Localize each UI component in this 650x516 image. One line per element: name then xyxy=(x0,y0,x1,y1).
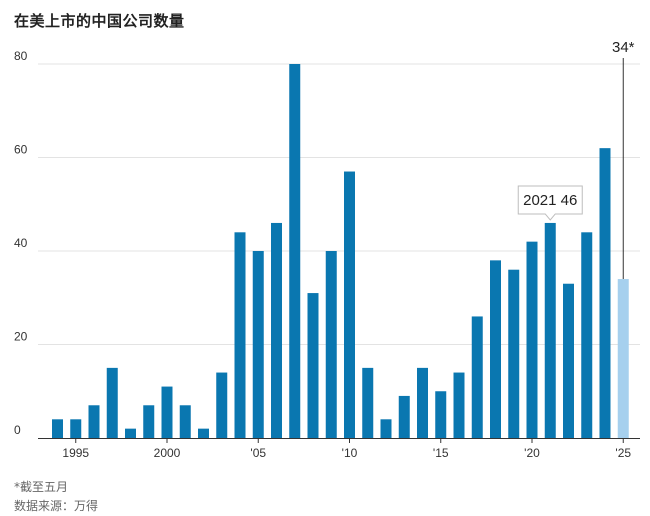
bar-2001 xyxy=(179,405,191,438)
bar-2002 xyxy=(198,428,209,438)
bar-2011 xyxy=(362,367,374,438)
bar-2015 xyxy=(435,391,447,438)
bar-1995 xyxy=(70,419,82,438)
gridlines xyxy=(38,63,640,345)
bar-2004 xyxy=(234,232,246,438)
y-tick-label: 80 xyxy=(14,49,28,63)
y-tick-label: 20 xyxy=(14,330,28,344)
bar-2012 xyxy=(380,419,392,438)
x-tick-label: 1995 xyxy=(62,446,89,460)
y-tick-label: 0 xyxy=(14,423,21,437)
bar-2000 xyxy=(161,386,173,438)
annotation-label: 34* xyxy=(612,39,635,56)
annotation-callout-box xyxy=(517,185,583,221)
bar-2022 xyxy=(563,283,574,438)
bar-2007 xyxy=(289,64,301,438)
bar-2009 xyxy=(325,251,337,438)
bar-2013 xyxy=(398,395,410,438)
x-tick-label: '15 xyxy=(433,446,449,460)
bars xyxy=(52,64,629,438)
y-tick-label: 40 xyxy=(14,236,28,250)
bar-2023 xyxy=(581,232,593,438)
bar-2010 xyxy=(344,171,355,438)
bar-2016 xyxy=(453,372,465,438)
x-axis: 1995 2000 '05 '10 '15 '20 '25 xyxy=(38,438,640,460)
bar-2019 xyxy=(508,269,520,438)
x-tick-label: '10 xyxy=(342,446,358,460)
bar-2018 xyxy=(490,260,501,438)
bar-2014 xyxy=(417,367,428,438)
bar-2003 xyxy=(216,372,228,438)
bar-1994 xyxy=(52,419,63,438)
x-tick-label: '25 xyxy=(615,446,631,460)
chart-title: 在美上市的中国公司数量 xyxy=(14,12,185,30)
x-tick-label: 2000 xyxy=(154,446,181,460)
bar-2021 xyxy=(544,222,556,438)
annotations: 2021 46 34* xyxy=(517,39,635,280)
bar-2020 xyxy=(526,241,538,438)
footnote: *截至五月 xyxy=(14,480,69,494)
x-tick-label: '05 xyxy=(250,446,266,460)
x-tick-label: '20 xyxy=(524,446,540,460)
bar-1998 xyxy=(125,428,136,438)
bar-1997 xyxy=(106,367,118,438)
bar-2024 xyxy=(599,148,611,438)
bar-2025 xyxy=(617,279,629,438)
bar-2005 xyxy=(252,251,264,438)
y-axis-ticks: 0 20 40 60 80 xyxy=(14,49,28,437)
bar-2017 xyxy=(471,316,483,438)
y-tick-label: 60 xyxy=(14,143,28,157)
bar-2006 xyxy=(271,222,282,438)
bar-1996 xyxy=(88,405,100,438)
bar-2008 xyxy=(307,293,319,438)
annotation-label: 2021 46 xyxy=(523,192,577,209)
source-note: 数据来源：万得 xyxy=(14,499,99,513)
bar-1999 xyxy=(143,405,155,438)
